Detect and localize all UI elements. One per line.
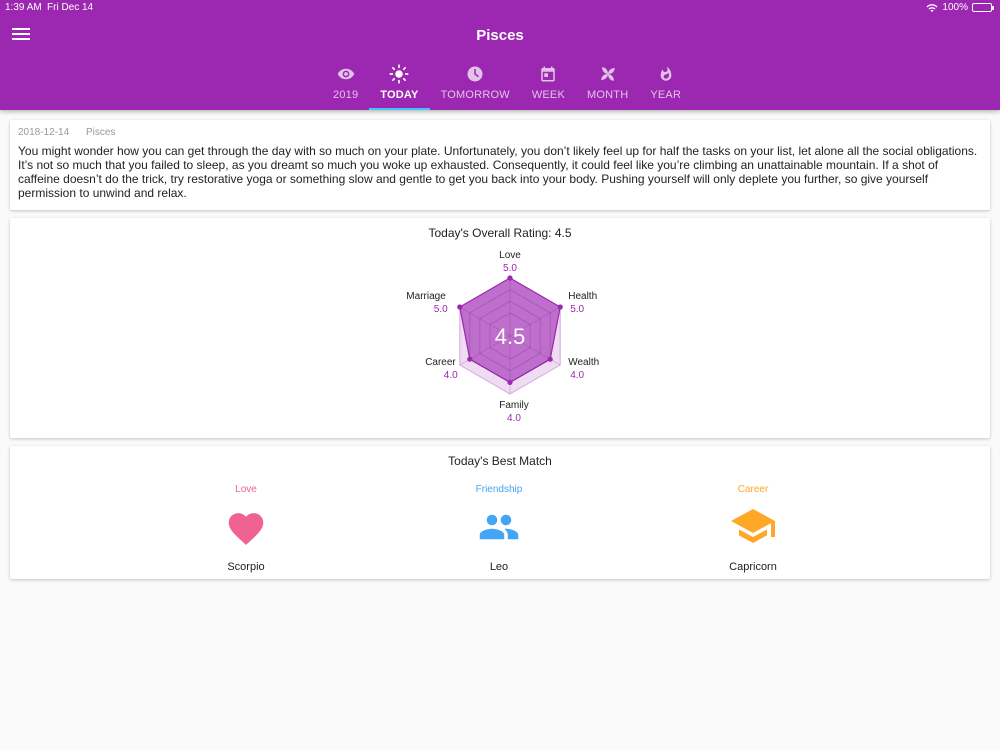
match-friendship[interactable]: Friendship Leo (419, 484, 579, 573)
tab-2019[interactable]: 2019 (322, 58, 369, 110)
horoscope-meta: 2018-12-14 Pisces (18, 127, 982, 138)
menu-button[interactable] (12, 28, 30, 42)
horoscope-date: 2018-12-14 (18, 127, 70, 138)
match-love[interactable]: Love Scorpio (166, 484, 326, 573)
clock-icon (463, 62, 487, 86)
horoscope-card: 2018-12-14 Pisces You might wonder how y… (10, 120, 990, 210)
radar-value-career: 4.0 (444, 370, 458, 381)
match-category: Love (235, 484, 257, 495)
tab-month[interactable]: MONTH (576, 58, 639, 110)
tab-label: TOMORROW (440, 89, 510, 101)
radar-label-family: Family (499, 400, 528, 411)
radar-grid-ring (489, 312, 531, 360)
eye-icon (334, 62, 358, 86)
flame-icon (654, 62, 678, 86)
tab-label: 2019 (333, 89, 359, 101)
horoscope-text: You might wonder how you can get through… (18, 144, 978, 200)
horoscope-sign: Pisces (85, 127, 116, 138)
radar-point-health (557, 304, 563, 310)
graduation-cap-icon (673, 507, 833, 547)
radar-value-health: 5.0 (570, 304, 584, 315)
match-category: Career (737, 484, 769, 495)
status-right: 100% (926, 2, 994, 13)
radar-spoke (509, 306, 561, 337)
calendar-icon (536, 62, 560, 86)
match-title: Today's Best Match (448, 454, 552, 468)
page-title: Pisces (476, 27, 524, 44)
heart-icon (166, 507, 326, 547)
match-sign: Leo (489, 561, 509, 573)
radar-value-love: 5.0 (503, 263, 517, 274)
tab-bar: 2019 TODAY TOMORROW (322, 58, 692, 110)
radar-value-family: 4.0 (507, 413, 521, 424)
match-category: Friendship (475, 484, 523, 495)
app-bar: 1:39 AM Fri Dec 14 100% Pisces 2019 (0, 0, 1000, 110)
battery-icon (972, 3, 994, 12)
radar-label-health: Health (568, 291, 597, 302)
radar-chart: Love 5.0 Health 5.0 Wealth 4.0 Family 4.0 Career… (406, 250, 599, 424)
radar-point-family (507, 379, 513, 385)
status-date: Fri Dec 14 (47, 2, 94, 13)
radar-label-career: Career (425, 357, 456, 368)
tab-label: MONTH (587, 89, 629, 101)
pinwheel-icon (596, 62, 620, 86)
rating-title: Today's Overall Rating: 4.5 (428, 226, 572, 240)
rating-card: Today's Overall Rating: 4.5 Love 5.0 Healt… (10, 218, 990, 438)
radar-label-love: Love (499, 250, 521, 261)
tab-today[interactable]: TODAY (369, 58, 430, 110)
tab-year[interactable]: YEAR (639, 58, 692, 110)
radar-point-marriage (457, 304, 463, 310)
radar-grid-ring (479, 300, 541, 372)
match-sign: Scorpio (227, 561, 265, 573)
people-icon (419, 507, 579, 547)
radar-point-wealth (547, 356, 553, 362)
tab-label: WEEK (531, 89, 566, 101)
sun-icon (387, 62, 411, 86)
radar-value-wealth: 4.0 (570, 370, 584, 381)
tab-tomorrow[interactable]: TOMORROW (430, 58, 521, 110)
radar-overall-value: 4.5 (495, 324, 526, 349)
tab-label: TODAY (380, 89, 419, 101)
match-card: Today's Best Match Love Scorpio Friendsh… (10, 446, 990, 579)
battery-percent: 100% (942, 2, 968, 13)
match-career[interactable]: Career Capricorn (673, 484, 833, 573)
match-sign: Capricorn (729, 561, 777, 573)
radar-point-career (467, 356, 473, 362)
radar-value-marriage: 5.0 (434, 304, 448, 315)
radar-spoke (459, 306, 511, 337)
tab-week[interactable]: WEEK (521, 58, 576, 110)
status-time: 1:39 AM (5, 2, 42, 13)
wifi-icon (926, 3, 938, 12)
radar-label-marriage: Marriage (406, 291, 446, 302)
radar-label-wealth: Wealth (568, 357, 599, 368)
tab-label: YEAR (650, 89, 682, 101)
radar-point-love (507, 275, 513, 281)
status-bar: 1:39 AM Fri Dec 14 100% (0, 0, 1000, 16)
